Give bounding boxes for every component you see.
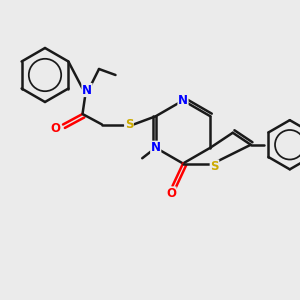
Text: O: O <box>50 122 61 135</box>
Text: N: N <box>151 141 161 154</box>
Text: O: O <box>166 187 176 200</box>
Text: N: N <box>82 83 92 97</box>
Text: N: N <box>178 94 188 107</box>
Text: S: S <box>125 118 133 131</box>
Text: S: S <box>210 160 219 173</box>
